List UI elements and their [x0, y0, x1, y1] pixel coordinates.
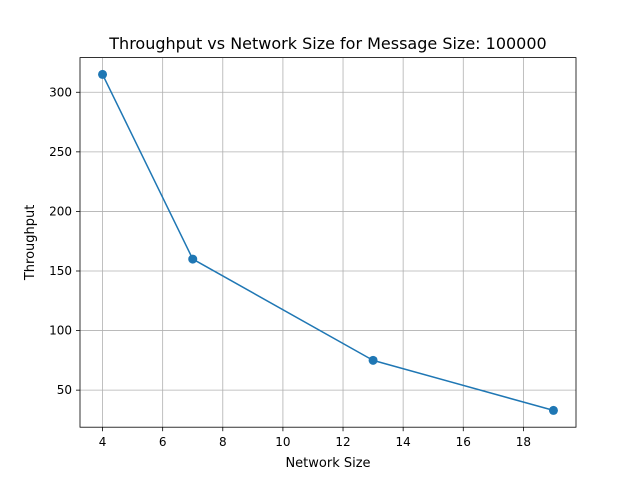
x-tick-label: 8	[219, 435, 227, 449]
grid	[80, 57, 576, 428]
y-tick-label: 50	[57, 383, 72, 397]
y-tick-label: 250	[49, 145, 72, 159]
y-tick-label: 150	[49, 264, 72, 278]
data-point	[188, 254, 198, 264]
x-tick-label: 10	[275, 435, 290, 449]
y-tick-label: 300	[49, 85, 72, 99]
y-axis-label: Throughput	[23, 205, 38, 282]
x-tick-label: 12	[335, 435, 350, 449]
series	[98, 69, 558, 415]
chart-title: Throughput vs Network Size for Message S…	[108, 34, 546, 53]
plot-area-frame	[79, 57, 577, 428]
y-tick-label: 100	[49, 324, 72, 338]
x-tick-label: 16	[456, 435, 471, 449]
x-tick-label: 4	[99, 435, 107, 449]
series-line	[101, 74, 554, 412]
x-tick-label: 6	[159, 435, 167, 449]
x-axis-label: Network Size	[285, 456, 370, 471]
x-tick-label: 14	[396, 435, 411, 449]
data-point	[548, 405, 558, 415]
y-tick-label: 200	[49, 204, 72, 218]
x-tick-label: 18	[516, 435, 531, 449]
axis-ticks: 4 6 8 10 12 14 16 18 50 100 150 200 250 300	[49, 85, 531, 449]
data-point	[98, 69, 108, 79]
data-point	[368, 355, 378, 365]
